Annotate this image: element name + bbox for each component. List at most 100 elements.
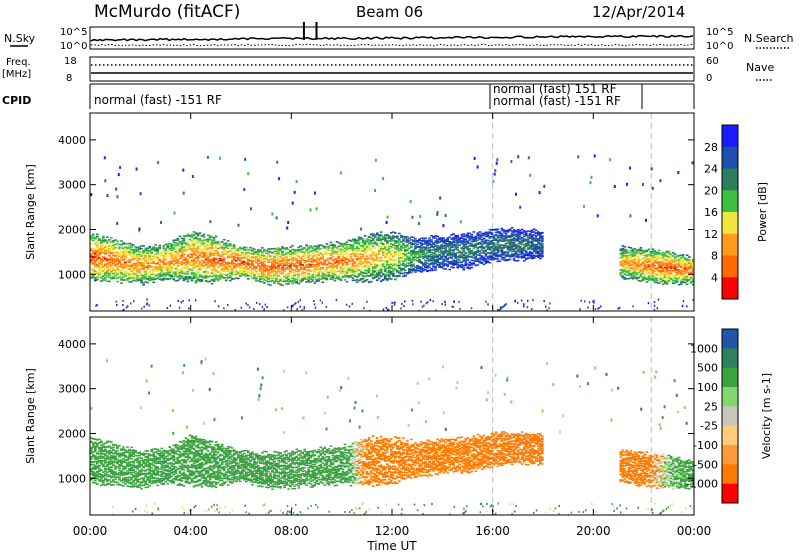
heatmap-cell	[188, 256, 192, 259]
heatmap-cell	[277, 280, 280, 283]
heatmap-cell	[351, 262, 355, 265]
heatmap-cell	[222, 269, 226, 272]
heatmap-cell	[299, 280, 302, 283]
heatmap-cell	[172, 265, 176, 267]
heatmap-cell	[452, 260, 455, 262]
heatmap-cell	[373, 254, 377, 257]
heatmap-cell	[500, 244, 504, 246]
heatmap-cell	[208, 258, 212, 261]
heatmap-cell	[126, 251, 129, 254]
heatmap-cell	[136, 246, 139, 249]
heatmap-cell	[138, 254, 141, 257]
heatmap-cell	[174, 242, 178, 244]
heatmap-cell	[458, 241, 461, 243]
heatmap-cell	[196, 269, 200, 272]
heatmap-cell	[132, 274, 135, 276]
heatmap-cell	[132, 252, 135, 255]
heatmap-cell	[235, 273, 238, 276]
heatmap-cell	[341, 276, 345, 278]
heatmap-cell	[295, 281, 298, 283]
heatmap-cell	[498, 244, 502, 246]
heatmap-cell	[365, 255, 369, 257]
heatmap-cell	[381, 254, 385, 256]
heatmap-cell	[367, 253, 371, 256]
heatmap-cell	[329, 244, 333, 246]
heatmap-cell	[345, 275, 349, 277]
heatmap-cell	[188, 275, 192, 278]
heatmap-cell	[239, 256, 242, 259]
heatmap-cell	[375, 272, 379, 275]
heatmap-cell	[182, 272, 186, 275]
heatmap-cell	[210, 272, 214, 275]
heatmap-cell	[357, 238, 361, 240]
heatmap-cell	[106, 263, 109, 266]
heatmap-cell	[434, 241, 437, 244]
heatmap-cell	[130, 270, 133, 272]
heatmap-cell	[355, 264, 359, 267]
heatmap-cell	[315, 261, 319, 263]
heatmap-cell	[422, 269, 425, 272]
heatmap-cell	[466, 234, 470, 236]
heatmap-cell	[472, 257, 476, 259]
heatmap-cell	[440, 266, 443, 268]
heatmap-cell	[273, 282, 276, 284]
heatmap-cell	[460, 266, 464, 269]
heatmap-cell	[482, 232, 486, 235]
heatmap-cell	[110, 241, 113, 243]
heatmap-cell	[446, 257, 449, 260]
heatmap-cell	[353, 253, 357, 255]
heatmap-cell	[444, 268, 447, 270]
heatmap-cell	[526, 239, 530, 241]
heatmap-cell	[414, 266, 417, 269]
heatmap-cell	[526, 247, 530, 250]
heatmap-cell	[259, 277, 262, 279]
heatmap-cell	[436, 257, 439, 259]
heatmap-cell	[172, 273, 176, 275]
heatmap-cell	[287, 252, 290, 255]
heatmap-cell	[365, 245, 369, 248]
nsky-line	[90, 34, 694, 42]
heatmap-cell	[456, 252, 459, 254]
heatmap-cell	[275, 254, 278, 256]
heatmap-cell	[329, 262, 333, 265]
heatmap-cell	[464, 264, 468, 267]
heatmap-cell	[239, 260, 242, 262]
heatmap-cell	[104, 245, 107, 248]
heatmap-cell	[144, 266, 147, 268]
heatmap-cell	[518, 256, 522, 258]
heatmap-cell	[365, 263, 369, 266]
heatmap-cell	[106, 266, 109, 268]
heatmap-cell	[327, 257, 331, 259]
heatmap-cell	[502, 252, 506, 254]
heatmap-cell	[375, 260, 379, 262]
heatmap-cell	[373, 236, 377, 238]
heatmap-cell	[259, 256, 262, 259]
heatmap-cell	[275, 252, 278, 255]
heatmap-cell	[206, 259, 210, 261]
heatmap-cell	[460, 251, 464, 254]
heatmap-cell	[420, 240, 423, 242]
heatmap-cell	[110, 270, 113, 273]
heatmap-cell	[462, 239, 466, 241]
heatmap-cell	[462, 256, 466, 259]
heatmap-cell	[120, 272, 123, 275]
heatmap-cell	[315, 250, 319, 253]
heatmap-cell	[222, 264, 226, 266]
heatmap-cell	[337, 270, 341, 273]
heatmap-cell	[273, 253, 276, 255]
heatmap-cell	[132, 264, 135, 266]
heatmap-cell	[440, 240, 443, 242]
heatmap-cell	[301, 267, 304, 269]
heatmap-cell	[152, 248, 155, 250]
heatmap-cell	[468, 250, 472, 252]
heatmap-cell	[508, 247, 512, 249]
heatmap-cell	[390, 278, 393, 280]
heatmap-cell	[136, 250, 139, 252]
heatmap-cell	[283, 273, 286, 276]
heatmap-cell	[311, 249, 315, 252]
heatmap-cell	[317, 272, 321, 274]
heatmap-cell	[190, 267, 194, 270]
heatmap-cell	[420, 242, 423, 245]
heatmap-cell	[488, 258, 492, 260]
heatmap-cell	[406, 248, 409, 250]
